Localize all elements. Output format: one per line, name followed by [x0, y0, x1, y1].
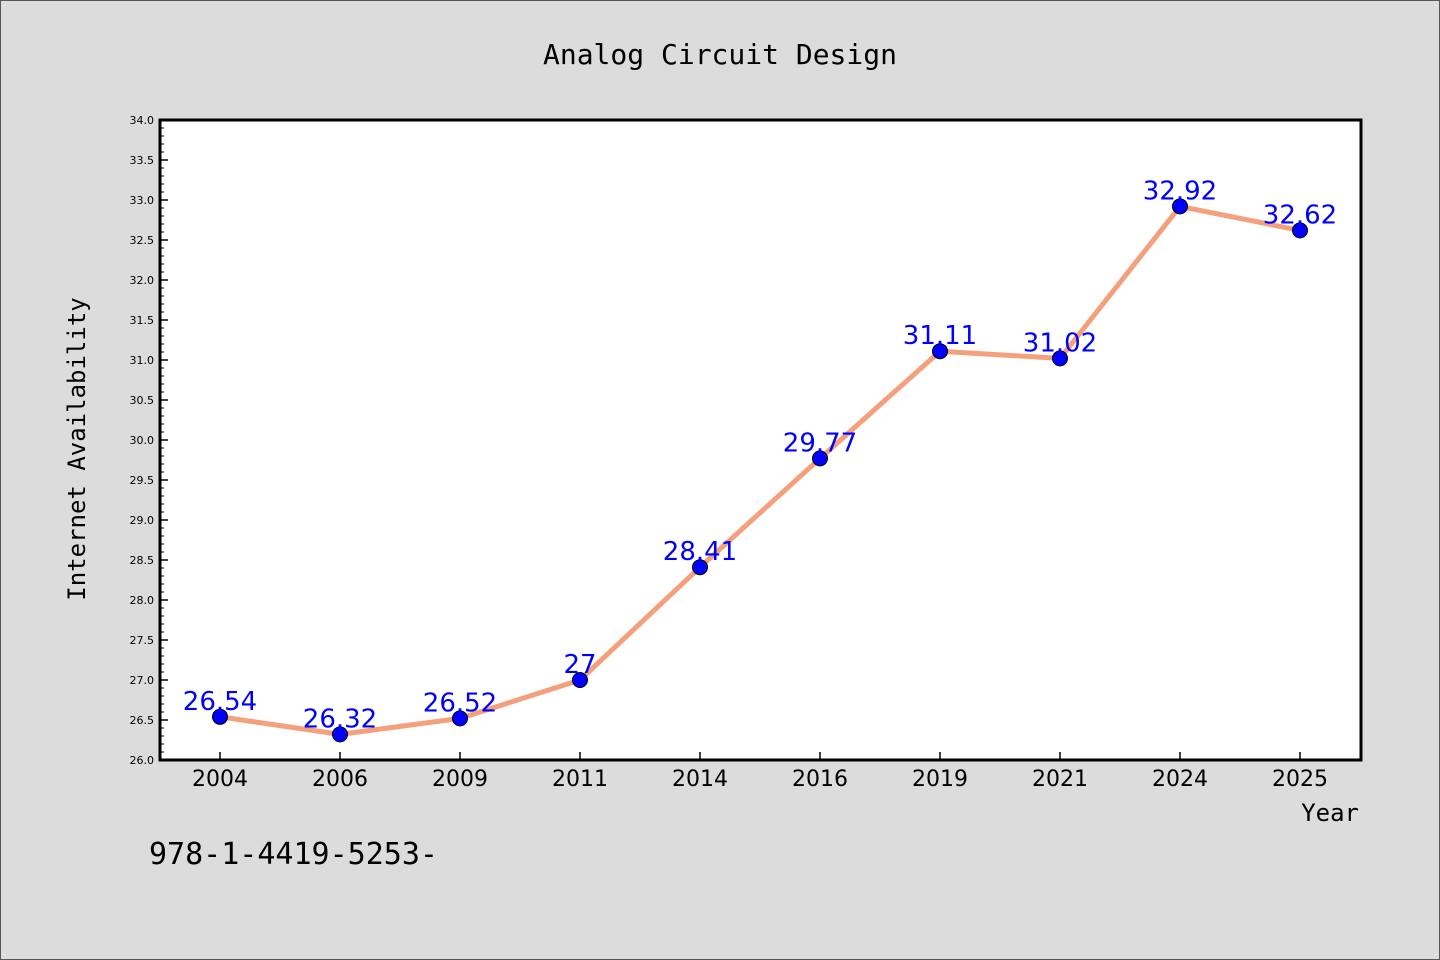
y-tick-label: 32.5 — [130, 234, 155, 247]
y-tick-label: 26.0 — [130, 754, 155, 767]
x-tick-label: 2009 — [432, 767, 488, 792]
data-point — [1292, 222, 1308, 239]
x-axis-label: Year — [1301, 799, 1359, 827]
x-tick-label: 2024 — [1152, 767, 1208, 792]
series-line — [219, 203, 1301, 737]
x-tick-label: 2019 — [912, 767, 968, 792]
y-tick-label: 28.0 — [130, 594, 155, 607]
data-label: 28.41 — [663, 537, 737, 567]
data-label: 26.54 — [183, 687, 257, 717]
data-label: 26.52 — [423, 688, 497, 718]
footer-text: 978-1-4419-5253- — [149, 837, 438, 872]
y-tick-label: 32.0 — [130, 274, 155, 287]
x-tick-label: 2025 — [1272, 767, 1328, 792]
y-axis: 26.0 26.5 27.0 27.5 28.0 28.5 29.0 29.5 30.0 30.5… — [130, 114, 168, 767]
data-point — [332, 726, 348, 743]
y-tick-label: 27.5 — [130, 634, 155, 647]
y-tick-label: 31.5 — [130, 314, 155, 327]
y-tick-label: 33.5 — [130, 154, 155, 167]
y-tick-label: 33.0 — [130, 194, 155, 207]
y-axis-label: Internet Availability — [63, 297, 91, 600]
series-layer: 26.54 26.32 26.52 27 28.41 29.77 31.11 31.02 32.… — [183, 176, 1337, 743]
data-label: 27 — [563, 650, 596, 680]
data-point — [1172, 198, 1188, 215]
data-point — [932, 343, 948, 360]
x-axis: 2004 2006 2009 2011 2014 2016 2019 2021 2024 2025 — [192, 752, 1328, 792]
data-label: 29.77 — [783, 428, 857, 458]
data-label: 31.11 — [903, 321, 977, 351]
y-tick-label: 26.5 — [130, 714, 155, 727]
data-point — [212, 708, 228, 725]
y-tick-label: 31.0 — [130, 354, 155, 367]
y-tick-label: 29.5 — [130, 474, 155, 487]
data-label: 31.02 — [1023, 328, 1097, 358]
x-tick-label: 2014 — [672, 767, 728, 792]
chart-title: Analog Circuit Design — [543, 38, 897, 71]
data-point — [692, 559, 708, 576]
x-tick-label: 2021 — [1032, 767, 1088, 792]
y-tick-label: 28.5 — [130, 554, 155, 567]
x-tick-label: 2006 — [312, 767, 368, 792]
y-tick-label: 30.5 — [130, 394, 155, 407]
x-tick-label: 2004 — [192, 767, 248, 792]
data-point — [1052, 350, 1068, 367]
x-tick-label: 2016 — [792, 767, 848, 792]
y-tick-label: 30.0 — [130, 434, 155, 447]
y-tick-label: 27.0 — [130, 674, 155, 687]
y-tick-label: 29.0 — [130, 514, 155, 527]
data-point — [812, 450, 828, 467]
data-label: 26.32 — [303, 704, 377, 734]
x-tick-label: 2011 — [552, 767, 608, 792]
plot-area — [158, 118, 1363, 762]
data-point — [572, 672, 588, 688]
data-label: 32.92 — [1143, 176, 1217, 206]
data-point — [452, 710, 468, 727]
y-tick-label: 34.0 — [130, 114, 155, 127]
data-label: 32.62 — [1263, 200, 1337, 230]
